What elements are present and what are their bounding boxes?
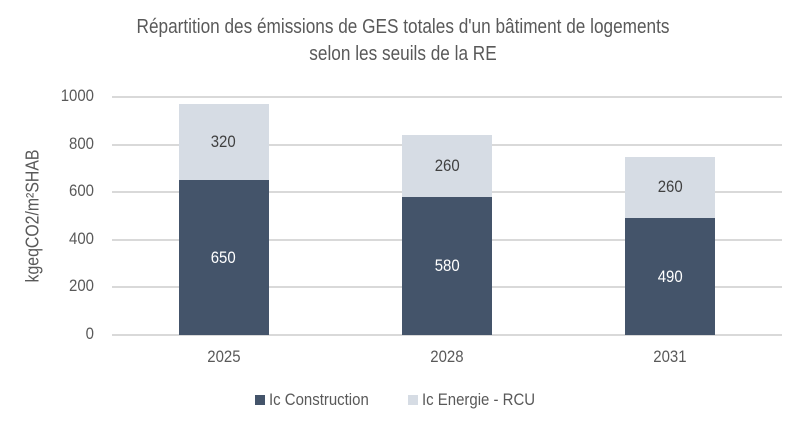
plot-area: 650 320 580 260 490 260 [112, 96, 782, 336]
legend-label: Ic Energie - RCU [422, 390, 536, 409]
data-label: 490 [657, 266, 683, 286]
bar-segment: 490 [625, 218, 716, 335]
bar-stack-2028: 580 260 [402, 97, 492, 335]
y-tick-label: 1000 [60, 86, 94, 105]
data-label: 650 [211, 247, 237, 267]
bar-segment: 650 [178, 180, 269, 335]
y-axis-label: kgeqCO2/m²SHAB [22, 149, 43, 283]
bar-segment: 320 [178, 104, 269, 181]
bar-segment: 260 [402, 135, 492, 197]
bar-stack-2025: 650 320 [178, 97, 269, 335]
legend-label: Ic Construction [269, 390, 369, 409]
x-tick-label: 2031 [653, 347, 687, 366]
legend: Ic Construction Ic Energie - RCU [0, 390, 806, 410]
bar-segment: 580 [402, 196, 492, 335]
y-tick-label: 600 [69, 181, 94, 201]
gridline [112, 96, 782, 98]
y-tick-label: 800 [69, 133, 94, 153]
y-tick-label: 200 [69, 276, 94, 296]
x-tick-label: 2025 [207, 347, 241, 366]
chart-title-line-2: selon les seuils de la RE [309, 43, 497, 65]
bar-stack-2031: 490 260 [625, 97, 716, 335]
data-label: 260 [434, 156, 460, 176]
data-label: 320 [211, 132, 237, 152]
bar-segment: 260 [625, 156, 716, 219]
legend-item: Ic Construction [255, 390, 382, 410]
x-tick-label: 2028 [430, 347, 464, 366]
legend-swatch-icon [255, 395, 266, 405]
chart-title: Répartition des émissions de GES totales… [56, 14, 749, 68]
data-label: 580 [434, 255, 460, 275]
y-tick-label: 0 [85, 324, 94, 343]
legend-swatch-icon [408, 395, 419, 405]
legend-item: Ic Energie - RCU [408, 390, 550, 410]
data-label: 260 [657, 177, 683, 197]
y-tick-label: 400 [69, 228, 94, 248]
gridline [112, 334, 782, 336]
chart-title-line-1: Répartition des émissions de GES totales… [136, 16, 670, 38]
